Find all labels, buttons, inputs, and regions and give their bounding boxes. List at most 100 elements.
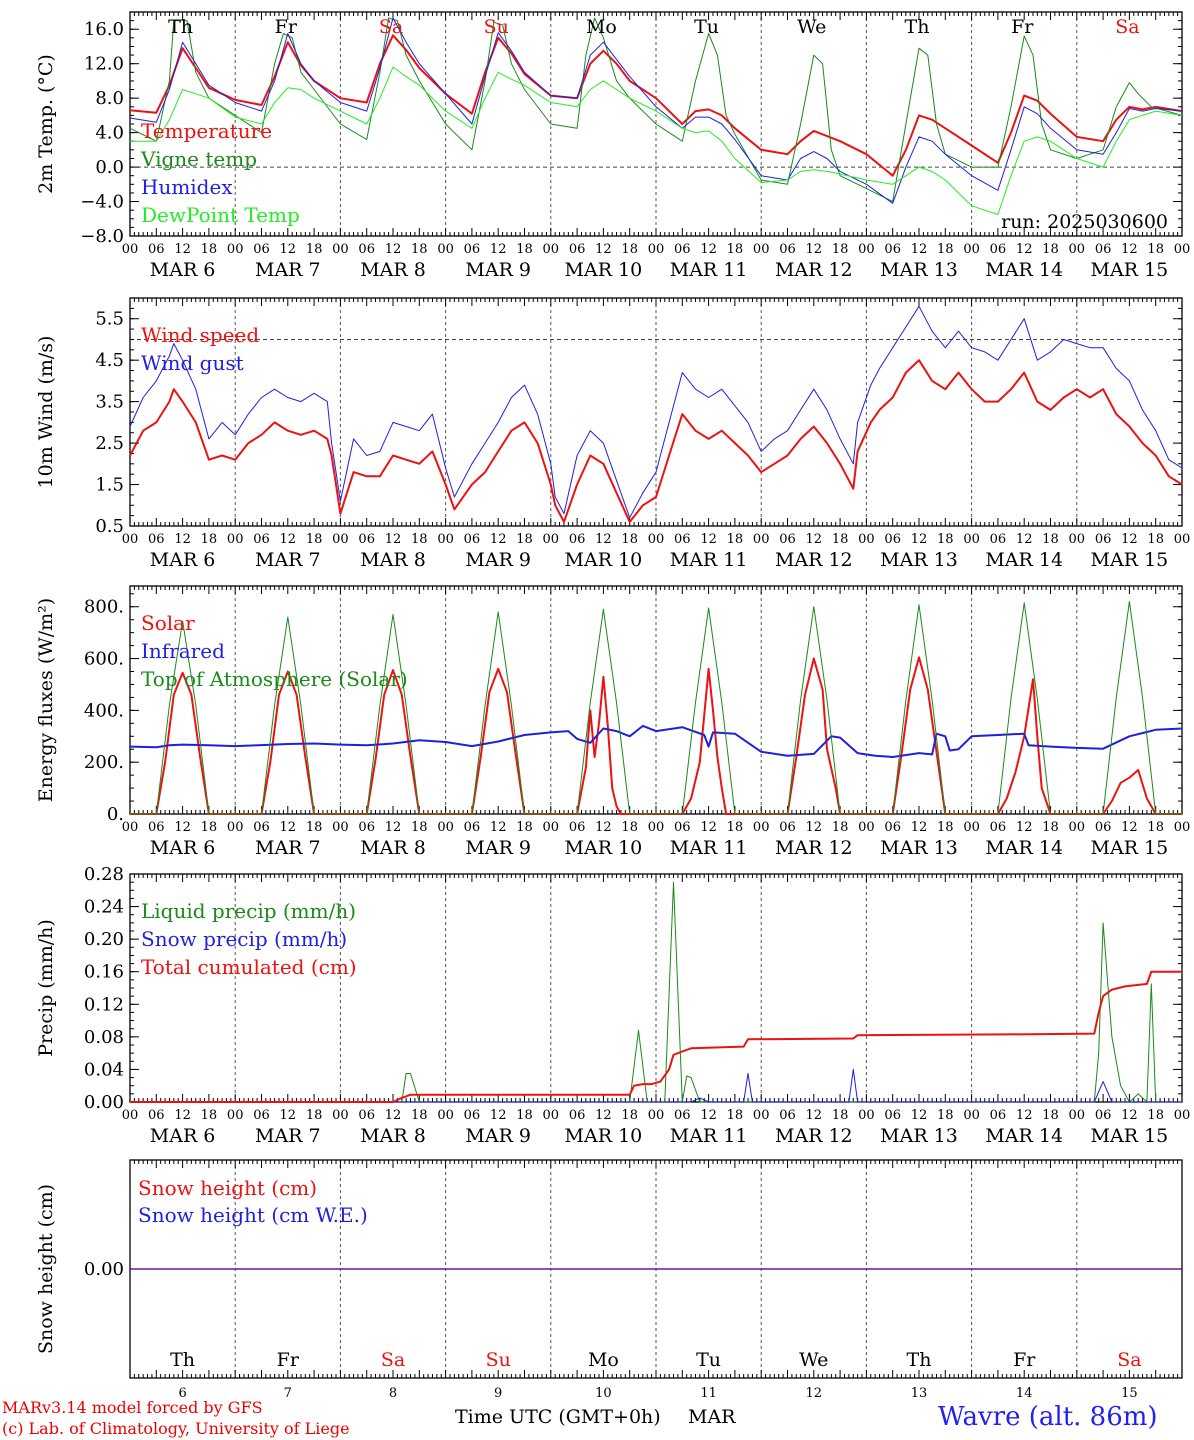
y-tick-label: 0.0 <box>95 157 124 178</box>
hour-label: 18 <box>727 242 744 257</box>
hour-label: 06 <box>674 242 691 257</box>
hour-label: 12 <box>490 242 507 257</box>
series-line-wind-gust <box>129 305 1183 519</box>
hour-label: 12 <box>595 242 612 257</box>
panel-1: −8.0 −4.0 0.0 4.0 8.0 12.0 16.0 2m Temp. (°C) Te… <box>35 11 1190 281</box>
hour-label: 12 <box>1121 820 1138 835</box>
hour-label: 12 <box>700 242 717 257</box>
date-label: MAR 10 <box>565 259 643 281</box>
hour-label: 18 <box>832 820 849 835</box>
y-tick-label: 5.5 <box>95 309 124 330</box>
weekday-label-top: Fr <box>1011 16 1034 38</box>
y-tick-label: 0.5 <box>95 516 124 537</box>
hour-label: 06 <box>884 820 901 835</box>
y-tick-label: 1.5 <box>95 475 124 496</box>
hour-label: 06 <box>779 532 796 547</box>
run-label: run: 2025030600 <box>1001 211 1168 233</box>
legend-entry: Solar <box>141 611 195 635</box>
date-label: MAR 14 <box>985 1125 1063 1147</box>
hour-label: 00 <box>753 820 770 835</box>
legend-entry: Liquid precip (mm/h) <box>141 899 356 923</box>
hour-label: 06 <box>358 1108 375 1123</box>
hour-label: 06 <box>990 242 1007 257</box>
hour-label: 12 <box>385 1108 402 1123</box>
hour-label: 12 <box>911 532 928 547</box>
hour-label: 12 <box>174 532 191 547</box>
hour-label: 12 <box>806 820 823 835</box>
hour-label: 12 <box>174 820 191 835</box>
hour-label: 18 <box>516 532 533 547</box>
hour-label: 12 <box>385 820 402 835</box>
hour-label: 18 <box>727 532 744 547</box>
hour-label: 18 <box>937 532 954 547</box>
hour-label: 06 <box>148 242 165 257</box>
hour-label: 12 <box>700 1108 717 1123</box>
legend-entry: Top of Atmosphere (Solar) <box>141 667 408 691</box>
hour-label: 00 <box>543 1108 560 1123</box>
y-tick-label: 8.0 <box>95 88 124 109</box>
y-tick-label: 4.5 <box>95 350 124 371</box>
series-line-total-cumulated-cm- <box>130 970 1182 1103</box>
hour-label: 18 <box>411 532 428 547</box>
hour-label: 12 <box>700 820 717 835</box>
hour-label: 00 <box>858 820 875 835</box>
hour-label: 06 <box>358 532 375 547</box>
hour-label: 06 <box>674 532 691 547</box>
legend-entry: Infrared <box>141 639 225 663</box>
legend-entry: Total cumulated (cm) <box>141 955 357 979</box>
hour-label: 00 <box>437 532 454 547</box>
y-tick-label: 0.00 <box>84 1259 124 1280</box>
series-line-vigne-temp <box>129 17 1183 202</box>
hour-label: 00 <box>963 820 980 835</box>
hour-label: 18 <box>1147 242 1164 257</box>
hour-label: 06 <box>1095 820 1112 835</box>
hour-label: 12 <box>595 1108 612 1123</box>
hour-label: 06 <box>148 820 165 835</box>
y-tick-label: 12.0 <box>84 54 124 75</box>
x-axis-title: Time UTC (GMT+0h) <box>455 1406 661 1428</box>
legend-entry: Wind gust <box>141 351 244 375</box>
hour-label: 18 <box>621 1108 638 1123</box>
hour-label: 06 <box>464 820 481 835</box>
date-label: MAR 11 <box>670 837 748 859</box>
hour-label: 00 <box>227 1108 244 1123</box>
weekday-label-top: Sa <box>379 16 403 38</box>
hour-label: 12 <box>911 1108 928 1123</box>
date-label: MAR 6 <box>150 549 216 571</box>
hour-label: 18 <box>201 1108 218 1123</box>
hour-label: 18 <box>832 1108 849 1123</box>
day-number-label: 6 <box>178 1386 186 1401</box>
hour-label: 18 <box>516 1108 533 1123</box>
date-label: MAR 7 <box>255 259 321 281</box>
hour-label: 18 <box>516 820 533 835</box>
hour-label: 00 <box>543 242 560 257</box>
day-number-label: 13 <box>911 1386 928 1401</box>
date-label: MAR 9 <box>465 1125 531 1147</box>
hour-label: 06 <box>884 242 901 257</box>
day-number-label: 11 <box>700 1386 717 1401</box>
hour-label: 00 <box>543 532 560 547</box>
hour-label: 12 <box>911 242 928 257</box>
series-line-infrared <box>129 724 1183 758</box>
hour-label: 18 <box>937 242 954 257</box>
y-tick-label: 0.20 <box>84 929 124 950</box>
hour-label: 00 <box>858 532 875 547</box>
series-line-top-of-atmosphere-solar- <box>130 601 1182 815</box>
hour-label: 00 <box>648 820 665 835</box>
hour-label: 00 <box>1174 532 1191 547</box>
hour-label: 00 <box>753 532 770 547</box>
hour-label: 06 <box>253 242 270 257</box>
y-tick-label: −8.0 <box>80 226 124 247</box>
weekday-label-top: Tu <box>694 16 719 38</box>
hour-label: 00 <box>858 242 875 257</box>
weekday-label-bottom: Sa <box>381 1349 405 1371</box>
hour-label: 12 <box>1121 242 1138 257</box>
credit-line-2: (c) Lab. of Climatology, University of L… <box>2 1419 350 1438</box>
weekday-label-bottom: We <box>799 1349 828 1371</box>
hour-label: 00 <box>1174 1108 1191 1123</box>
hour-label: 06 <box>569 820 586 835</box>
hour-label: 06 <box>674 1108 691 1123</box>
weekday-label-bottom: Tu <box>696 1349 721 1371</box>
y-tick-label: 4.0 <box>95 123 124 144</box>
panel-3: 0. 200. 400. 600. 800. Energy fluxes (W/m²) So… <box>35 585 1190 859</box>
